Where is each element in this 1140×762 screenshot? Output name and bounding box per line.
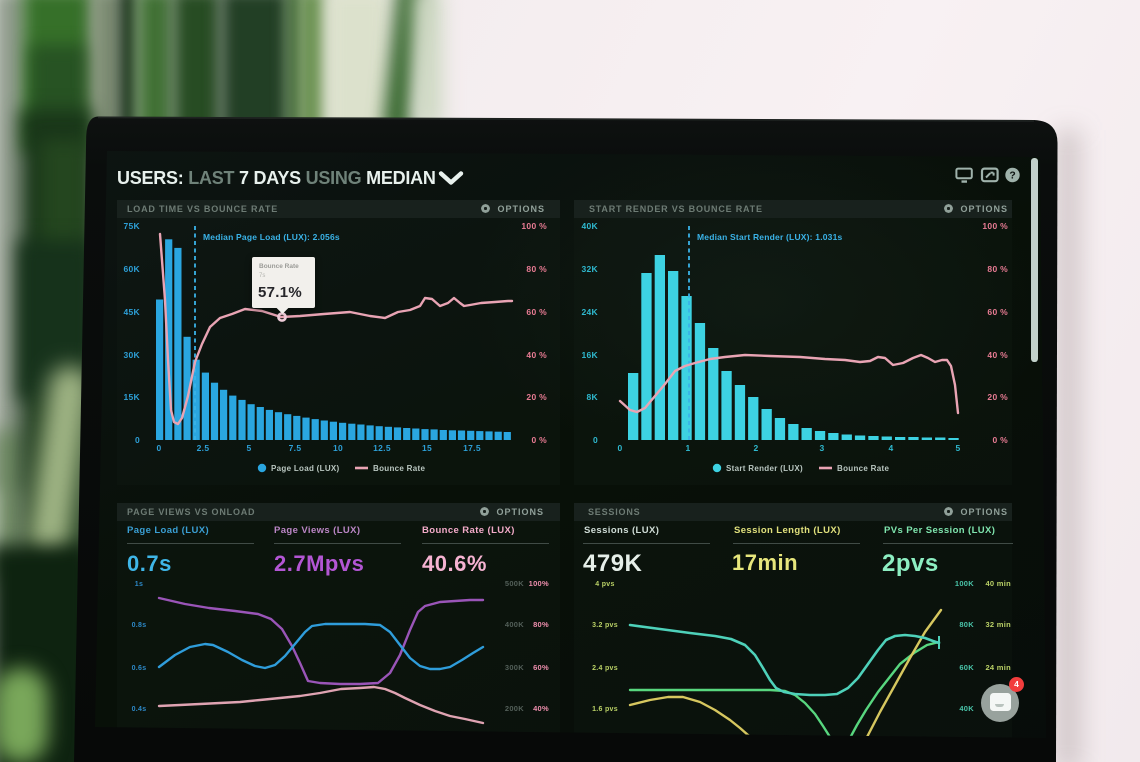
svg-text:2.4 pvs: 2.4 pvs [592,665,618,672]
svg-text:0: 0 [593,435,598,445]
svg-text:80 %: 80 % [987,264,1008,274]
svg-text:3: 3 [819,443,824,453]
svg-text:80K: 80K [959,620,974,629]
svg-text:5: 5 [955,443,960,453]
svg-text:60K: 60K [959,663,974,672]
svg-text:Start Render (LUX): Start Render (LUX) [726,464,803,473]
svg-text:Median Start Render (LUX): 1.0: Median Start Render (LUX): 1.031s [697,232,843,242]
svg-text:4: 4 [888,443,893,453]
svg-text:0 %: 0 % [531,435,547,445]
svg-text:80 %: 80 % [526,264,547,274]
svg-text:40K: 40K [582,221,599,231]
svg-text:60%: 60% [533,663,549,672]
svg-text:100K: 100K [955,579,974,588]
svg-text:400K: 400K [505,620,524,629]
svg-text:40 %: 40 % [987,350,1008,360]
svg-text:60 %: 60 % [987,307,1008,317]
svg-text:2.5: 2.5 [197,443,210,453]
svg-text:Bounce Rate: Bounce Rate [837,464,889,473]
svg-text:0: 0 [617,443,622,453]
svg-text:40%: 40% [533,704,549,713]
svg-text:20 %: 20 % [987,392,1008,402]
svg-text:12.5: 12.5 [373,443,391,453]
svg-text:300K: 300K [505,663,524,672]
svg-text:60 %: 60 % [526,307,547,317]
svg-text:80%: 80% [533,620,549,629]
svg-text:Bounce Rate: Bounce Rate [373,464,425,473]
svg-text:20 %: 20 % [526,392,547,402]
svg-text:60K: 60K [124,264,141,274]
svg-text:32K: 32K [582,264,599,274]
svg-text:0: 0 [156,443,161,453]
svg-text:10: 10 [333,443,343,453]
svg-text:1s: 1s [135,581,143,588]
svg-text:100%: 100% [529,579,549,588]
svg-text:500K: 500K [505,579,524,588]
svg-text:15K: 15K [124,392,141,402]
svg-text:3.2 pvs: 3.2 pvs [592,622,618,629]
svg-text:2: 2 [753,443,758,453]
svg-text:16K: 16K [582,350,599,360]
svg-text:0: 0 [135,435,140,445]
svg-text:0.6s: 0.6s [132,665,147,672]
svg-text:40 %: 40 % [526,350,547,360]
svg-text:Median Page Load (LUX): 2.056s: Median Page Load (LUX): 2.056s [203,232,340,242]
svg-text:?: ? [1009,170,1015,181]
svg-text:40 min: 40 min [985,579,1011,588]
svg-text:30K: 30K [124,350,141,360]
svg-text:100 %: 100 % [982,221,1008,231]
svg-text:4 pvs: 4 pvs [595,581,614,588]
svg-text:200K: 200K [505,704,524,713]
svg-text:0.4s: 0.4s [132,706,147,713]
svg-text:1.6 pvs: 1.6 pvs [592,706,618,713]
svg-text:75K: 75K [124,221,141,231]
svg-text:45K: 45K [124,307,141,317]
svg-text:17.5: 17.5 [463,443,481,453]
svg-text:24K: 24K [582,307,599,317]
svg-text:0 %: 0 % [992,435,1008,445]
svg-text:32 min: 32 min [985,620,1011,629]
svg-text:8K: 8K [587,392,599,402]
svg-text:24 min: 24 min [985,663,1011,672]
svg-text:5: 5 [246,443,251,453]
svg-text:100 %: 100 % [521,221,547,231]
svg-text:7.5: 7.5 [289,443,302,453]
svg-text:15: 15 [422,443,432,453]
svg-text:Page Load (LUX): Page Load (LUX) [271,464,340,473]
svg-text:0.8s: 0.8s [132,622,147,629]
svg-text:40K: 40K [959,704,974,713]
svg-text:1: 1 [685,443,690,453]
